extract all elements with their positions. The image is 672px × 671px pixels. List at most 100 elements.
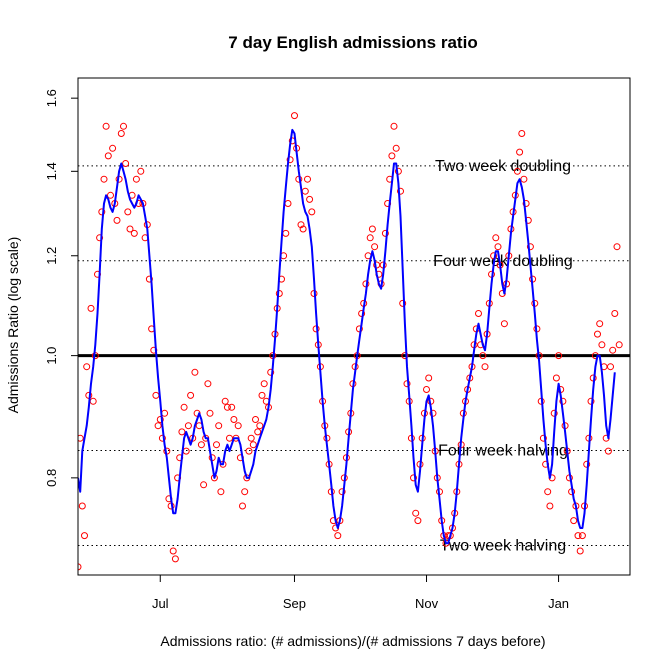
data-point-23: [124, 208, 132, 216]
data-point-197: [500, 320, 508, 328]
data-point-136: [368, 225, 376, 233]
data-point-229: [570, 517, 578, 525]
data-point-104: [299, 225, 307, 233]
data-point-217: [544, 488, 552, 496]
plot-area: Two week doubling Four week doubling Four …: [44, 77, 631, 611]
data-point-60: [204, 380, 212, 388]
data-point-249: [613, 243, 621, 251]
data-point-120: [334, 532, 342, 540]
data-point-187: [479, 352, 487, 360]
data-point-103: [297, 221, 305, 229]
data-point-85: [258, 391, 266, 399]
data-point-233: [578, 532, 586, 540]
data-point-97: [284, 200, 292, 207]
data-point-44: [169, 547, 177, 555]
data-point-149: [397, 187, 404, 195]
data-point-194: [494, 243, 502, 251]
y-tick-label-0: 0.8: [44, 469, 59, 487]
data-point-52: [187, 391, 195, 399]
data-point-146: [390, 122, 398, 130]
line-group: [78, 128, 616, 545]
data-point-240: [594, 330, 601, 338]
data-point-81: [249, 441, 257, 449]
data-point-220: [550, 409, 558, 417]
data-point-77: [241, 488, 249, 496]
data-point-248: [611, 310, 619, 317]
data-point-50: [182, 447, 190, 455]
data-point-215: [539, 434, 547, 442]
data-point-68: [221, 397, 229, 405]
data-point-1: [78, 434, 84, 442]
data-point-145: [388, 152, 396, 160]
data-point-71: [228, 403, 236, 411]
reference-label-2: Four week doubling: [433, 253, 573, 270]
data-point-15: [107, 191, 114, 199]
data-point-24: [126, 225, 134, 233]
data-point-69: [223, 403, 231, 411]
data-point-209: [526, 243, 534, 251]
data-point-193: [492, 234, 500, 242]
y-tick-label-2: 1.2: [44, 247, 59, 265]
data-point-66: [217, 488, 225, 496]
data-point-232: [576, 547, 584, 555]
x-tick-label-2: Nov: [415, 596, 439, 611]
data-point-135: [366, 234, 374, 242]
data-point-79: [245, 447, 253, 455]
x-tick-label-0: Jul: [152, 596, 169, 611]
data-point-61: [206, 409, 214, 417]
data-point-221: [552, 374, 560, 382]
data-point-29: [137, 167, 145, 175]
plot-frame: [77, 77, 631, 576]
data-point-107: [306, 195, 314, 203]
data-point-231: [574, 532, 582, 540]
data-point-150: [399, 299, 407, 307]
y-tick-label-3: 1.4: [44, 162, 59, 180]
data-point-49: [180, 403, 188, 411]
points-group: [78, 112, 623, 571]
data-point-100: [291, 112, 298, 120]
data-point-98: [286, 156, 294, 164]
reference-label-3: Four week halving: [438, 442, 568, 459]
data-point-142: [381, 229, 389, 237]
data-point-162: [425, 374, 433, 382]
data-point-161: [423, 386, 430, 393]
data-point-106: [304, 175, 311, 183]
data-point-13: [102, 122, 110, 130]
data-point-14: [104, 152, 112, 160]
data-point-203: [513, 167, 521, 175]
data-point-58: [200, 481, 208, 489]
data-point-241: [596, 320, 604, 328]
data-point-242: [598, 341, 606, 349]
data-point-6: [87, 304, 95, 312]
data-point-218: [546, 502, 554, 510]
data-point-45: [171, 555, 179, 563]
reference-label-4: Two week halving: [440, 538, 566, 555]
data-point-137: [371, 243, 379, 251]
data-point-4: [83, 363, 91, 371]
data-point-38: [156, 416, 164, 423]
data-point-54: [191, 368, 199, 376]
data-point-3: [81, 532, 88, 540]
data-point-185: [475, 310, 482, 317]
data-point-105: [301, 187, 309, 195]
data-point-76: [239, 502, 246, 510]
data-point-26: [130, 229, 138, 237]
data-point-235: [583, 460, 591, 468]
data-point-207: [522, 200, 530, 207]
data-point-96: [282, 229, 290, 237]
data-point-86: [260, 380, 268, 388]
data-point-37: [154, 422, 162, 430]
data-point-80: [247, 434, 255, 442]
data-point-0: [78, 563, 82, 571]
data-point-147: [392, 144, 400, 152]
data-point-247: [609, 346, 617, 354]
y-tick-label-4: 1.6: [44, 89, 59, 107]
data-point-7: [89, 397, 97, 405]
data-point-72: [230, 416, 238, 423]
data-point-108: [308, 208, 316, 216]
data-point-155: [410, 474, 417, 482]
data-point-65: [215, 422, 223, 430]
data-point-51: [184, 422, 192, 430]
data-point-33: [145, 275, 153, 283]
